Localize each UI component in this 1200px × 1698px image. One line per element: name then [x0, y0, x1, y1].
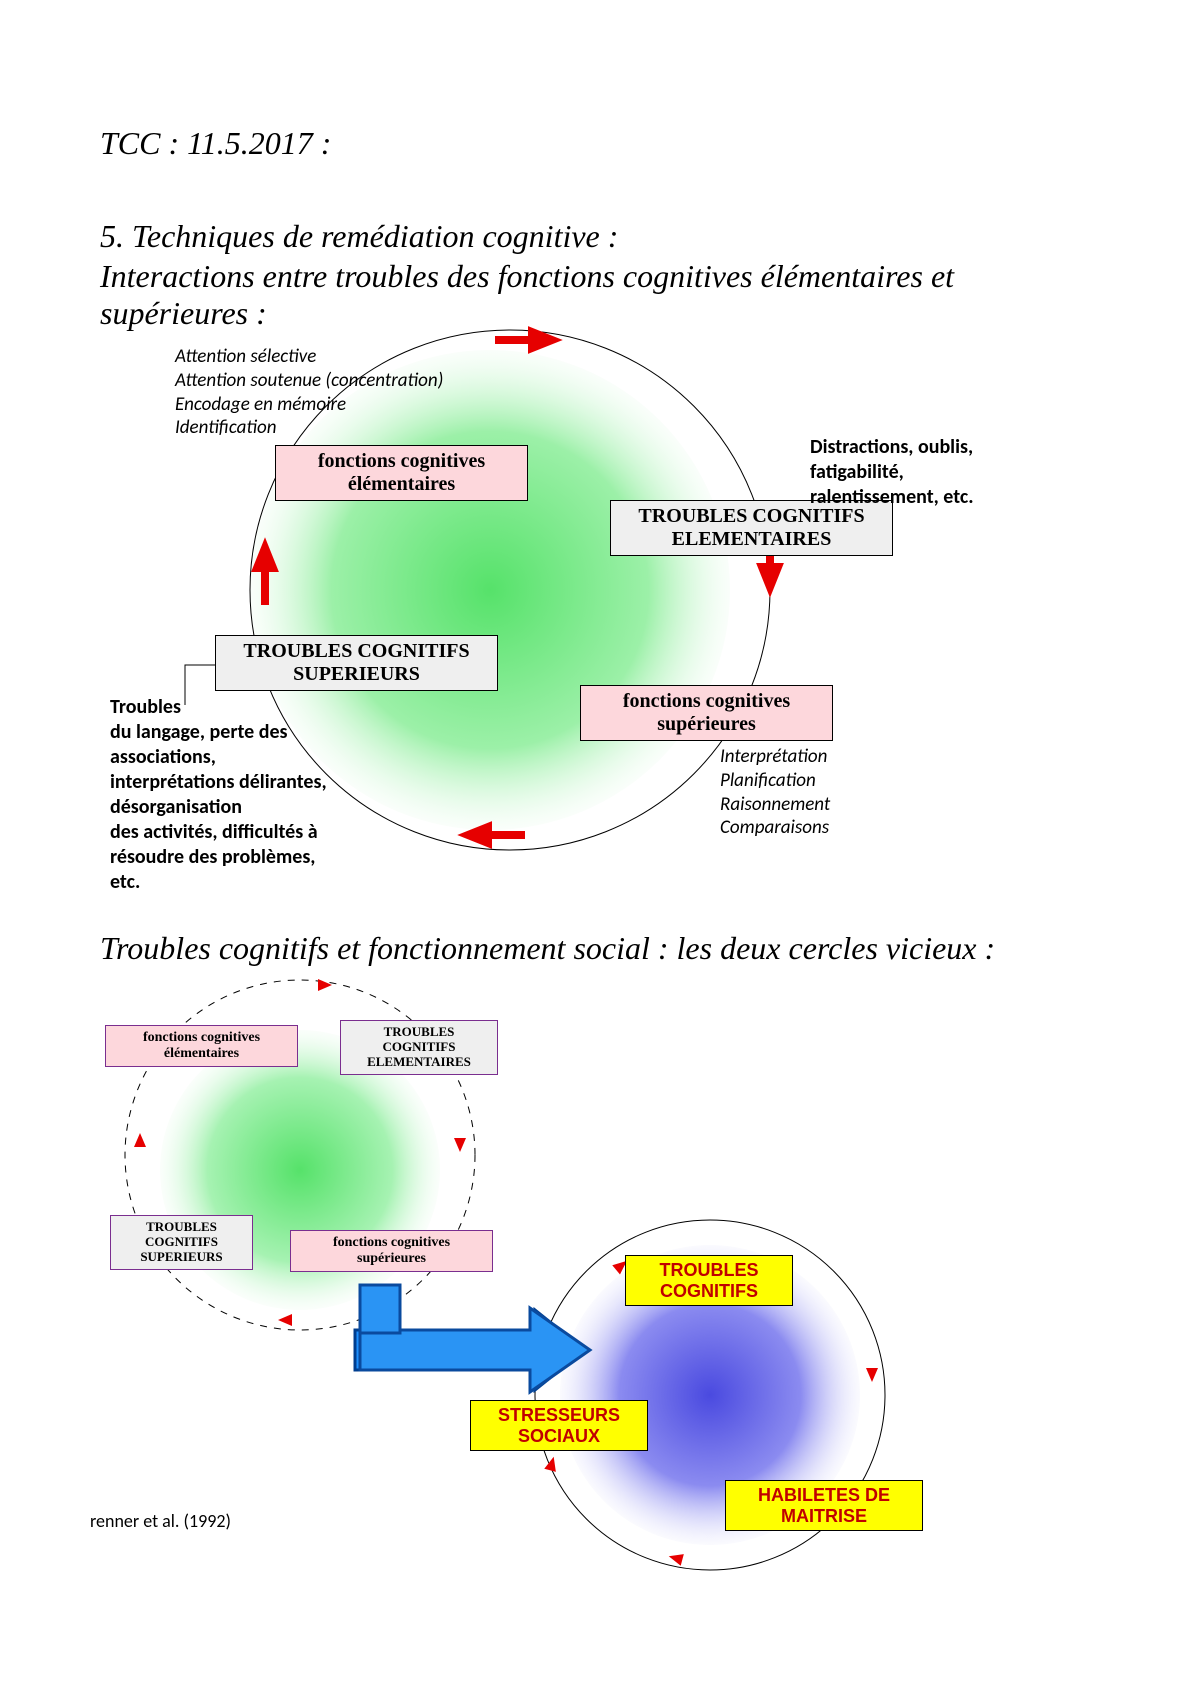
box2-ss: STRESSEURSSOCIAUX [470, 1400, 648, 1451]
box2-fce: fonctions cognitivesélémentaires [105, 1025, 298, 1067]
box2-fcs: fonctions cognitivessupérieures [290, 1230, 493, 1272]
page: TCC : 11.5.2017 : 5. Techniques de reméd… [0, 0, 1200, 1698]
citation: renner et al. (1992) [90, 1510, 231, 1533]
box2-tcs: TROUBLESCOGNITIFSSUPERIEURS [110, 1215, 253, 1270]
box2-hm: HABILETES DEMAITRISE [725, 1480, 923, 1531]
box2-tc: TROUBLESCOGNITIFS [625, 1255, 793, 1306]
box2-tce: TROUBLESCOGNITIFSELEMENTAIRES [340, 1020, 498, 1075]
diagram-2: fonctions cognitivesélémentaires TROUBLE… [0, 0, 1100, 1650]
